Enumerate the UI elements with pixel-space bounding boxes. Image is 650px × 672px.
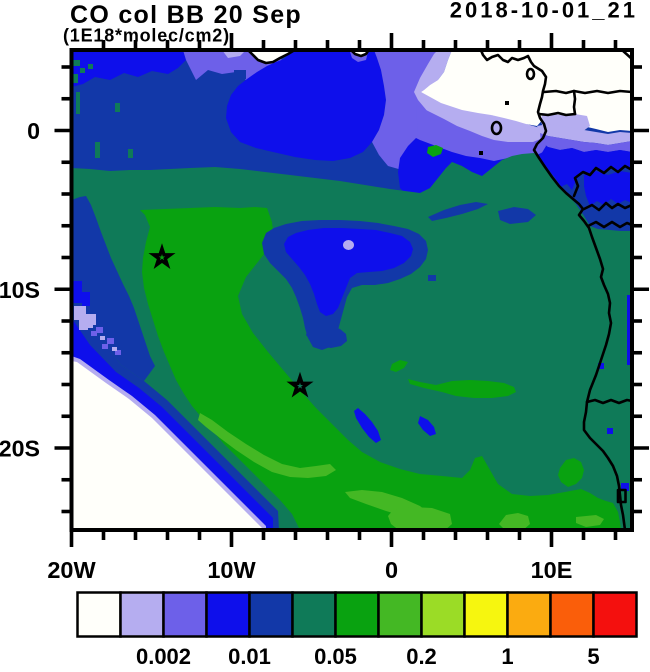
svg-text:20W: 20W [47,557,96,583]
svg-text:(1E18*molec/cm2): (1E18*molec/cm2) [63,26,230,46]
svg-text:1: 1 [501,644,513,667]
svg-text:0: 0 [385,557,398,583]
svg-text:0.01: 0.01 [228,644,271,667]
svg-text:10W: 10W [207,557,256,583]
svg-text:0: 0 [27,118,40,144]
svg-text:10S: 10S [0,277,40,303]
svg-text:2018-10-01_21: 2018-10-01_21 [450,0,638,23]
svg-text:0.05: 0.05 [314,644,357,667]
svg-text:0.002: 0.002 [136,644,191,667]
svg-text:CO col BB 20 Sep: CO col BB 20 Sep [70,1,302,29]
svg-text:10E: 10E [531,557,573,583]
svg-text:5: 5 [587,644,599,667]
svg-text:20S: 20S [0,436,40,462]
svg-text:0.2: 0.2 [406,644,437,667]
